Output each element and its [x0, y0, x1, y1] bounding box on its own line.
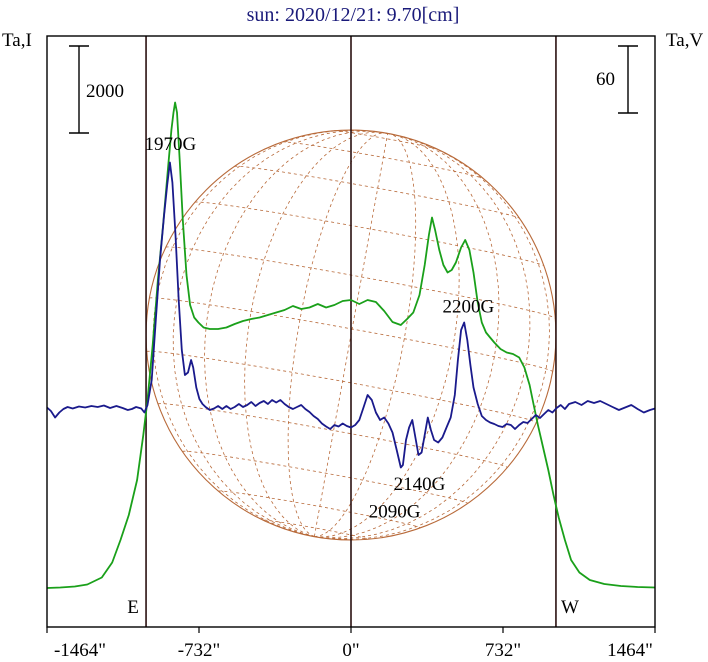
scale-bar-right-label: 60 — [596, 69, 615, 90]
limb-marker-east: E — [127, 597, 139, 618]
peak-annotation: 2140G — [394, 474, 446, 495]
latitude-line — [281, 141, 484, 180]
series-line-polarization — [46, 161, 656, 469]
peak-annotation: 2090G — [369, 502, 421, 523]
longitude-line — [152, 129, 388, 537]
limb-marker-west: W — [561, 597, 579, 618]
x-tick-label: 1464" — [607, 640, 653, 661]
longitude-line — [204, 130, 388, 537]
vertical-guides — [145, 36, 557, 627]
plot-frame — [46, 35, 656, 628]
longitude-line — [314, 133, 550, 540]
series-line-intensity — [46, 101, 656, 589]
y-axis-label-right: Ta,V — [666, 30, 703, 51]
longitude-line — [313, 133, 389, 537]
series-layer — [46, 101, 656, 589]
annotations: 1970G 2200G 2140G 2090G — [144, 134, 494, 523]
longitude-line — [314, 133, 500, 539]
longitude-line — [287, 132, 388, 537]
longitude-line — [314, 133, 531, 539]
x-axis-ticks: -1464" -732" 0" 732" 1464" — [46, 627, 656, 661]
scale-bar-right: 60 — [596, 45, 638, 114]
peak-annotation: 1970G — [144, 134, 196, 155]
x-tick-label: -732" — [178, 640, 221, 661]
scale-bar-left: 2000 — [69, 45, 124, 134]
longitude-line — [314, 133, 460, 538]
x-tick-label: -1464" — [54, 640, 106, 661]
longitude-line — [172, 130, 388, 537]
x-tick-label: 732" — [485, 640, 521, 661]
solar-disk — [145, 129, 557, 541]
longitude-line — [244, 131, 388, 537]
latitude-line — [263, 519, 369, 540]
y-axis-label-left: Ta,I — [2, 30, 32, 51]
scale-bar-left-label: 2000 — [86, 81, 124, 102]
chart-title: sun: 2020/12/21: 9.70[cm] — [247, 4, 460, 26]
peak-annotation: 2200G — [442, 297, 494, 318]
latitude-line — [157, 403, 508, 468]
x-tick-label: 0" — [342, 640, 359, 661]
longitude-line — [314, 133, 417, 537]
